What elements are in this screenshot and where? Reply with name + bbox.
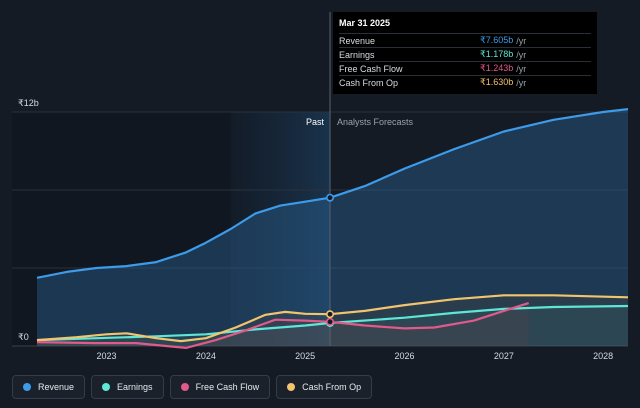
tooltip-row-revenue: Revenue ₹7.605b /yr: [339, 33, 591, 47]
legend-label: Earnings: [117, 382, 153, 392]
tooltip-value: ₹7.605b: [480, 35, 514, 45]
line-revenue: [36, 108, 629, 279]
legend-dot-icon: [180, 383, 189, 391]
x-tick-label: 2025: [295, 351, 315, 361]
legend-dot-icon: [23, 383, 31, 391]
tooltip-row-free-cash-flow: Free Cash Flow ₹1.243b /yr: [339, 61, 591, 75]
tooltip-value: ₹1.178b: [480, 49, 514, 59]
tooltip-label: Cash From Op: [339, 77, 399, 88]
tooltip-row-cash-from-op: Cash From Op ₹1.630b /yr: [339, 75, 591, 89]
area-free-cash-flow: [37, 303, 529, 348]
tooltip-unit: /yr: [516, 49, 527, 60]
tooltip-row-earnings: Earnings ₹1.178b /yr: [339, 47, 591, 61]
line-free-cash-flow: [36, 302, 530, 349]
legend-label: Free Cash Flow: [195, 382, 260, 392]
x-tick-label: 2023: [97, 351, 117, 361]
legend-label: Revenue: [38, 382, 75, 392]
legend-label: Cash From Op: [302, 382, 362, 392]
tooltip-unit: /yr: [516, 63, 527, 74]
legend-item-earnings[interactable]: Earnings: [91, 375, 164, 399]
tooltip-label: Earnings: [339, 49, 375, 60]
tooltip-label: Free Cash Flow: [339, 63, 403, 74]
x-tick-label: 2024: [196, 351, 216, 361]
x-tick-label: 2027: [494, 351, 514, 361]
legend-dot-icon: [287, 383, 296, 391]
marker-revenue: [326, 193, 335, 202]
area-revenue: [37, 109, 628, 346]
past-label: Past: [306, 117, 325, 127]
tooltip-unit: /yr: [516, 77, 527, 88]
legend-item-revenue[interactable]: Revenue: [12, 375, 86, 399]
tooltip-date: Mar 31 2025: [339, 18, 391, 28]
shaded-region: [230, 112, 331, 346]
chart-legend: Revenue Earnings Free Cash Flow Cash Fro…: [12, 375, 373, 399]
hover-tooltip: Mar 31 2025 Revenue ₹7.605b /yr Earnings…: [333, 12, 597, 94]
legend-dot-icon: [102, 383, 111, 391]
marker-cash-from-op: [326, 310, 335, 319]
tooltip-label: Revenue: [339, 35, 376, 46]
forecast-label: Analysts Forecasts: [337, 117, 414, 127]
y-tick-label-top: ₹12b: [18, 98, 39, 108]
line-cash-from-op: [36, 294, 629, 343]
legend-item-free-cash-flow[interactable]: Free Cash Flow: [169, 375, 271, 399]
tooltip-value: ₹1.630b: [480, 77, 514, 87]
marker-free-cash-flow: [326, 317, 335, 326]
x-tick-label: 2026: [394, 351, 414, 361]
y-tick-label-bottom: ₹0: [18, 332, 29, 342]
tooltip-unit: /yr: [516, 35, 527, 46]
legend-item-cash-from-op[interactable]: Cash From Op: [276, 375, 373, 399]
x-tick-label: 2028: [593, 351, 613, 361]
tooltip-value: ₹1.243b: [480, 63, 514, 73]
